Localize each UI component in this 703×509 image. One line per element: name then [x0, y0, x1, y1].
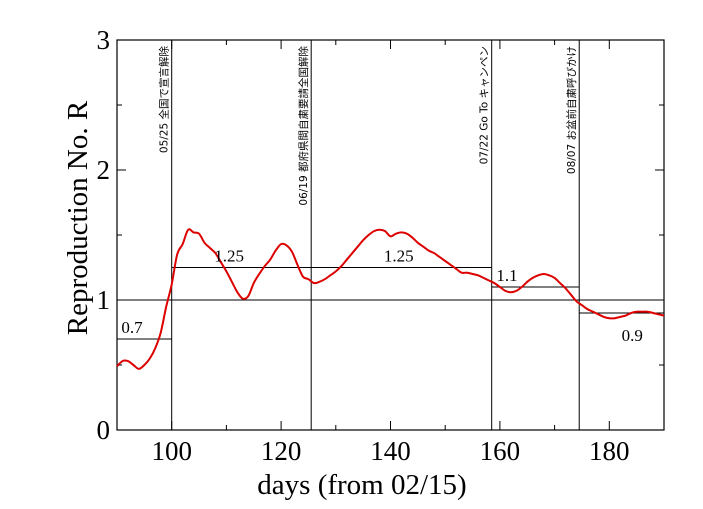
y-tick-label: 3	[97, 25, 111, 55]
x-tick-label: 140	[370, 436, 411, 466]
x-axis-title: days (from 02/15)	[257, 469, 466, 501]
y-tick-label: 0	[97, 415, 111, 445]
segment-labels: 0.7 1.25 1.25 1.1 0.9	[121, 247, 643, 346]
event-lines	[171, 40, 580, 430]
event-label: 07/22 Go To キャンペン	[479, 46, 491, 164]
event-labels: 05/25 全国で宣言解除 06/19 都府県間自粛要請全国解除 07/22 Go …	[158, 46, 579, 206]
series-line	[116, 228, 665, 370]
x-tick-label: 120	[261, 436, 302, 466]
x-tick-label: 100	[151, 436, 192, 466]
segment-label: 0.7	[121, 318, 143, 337]
x-tick-labels: 100 120 140 160 180	[151, 436, 629, 466]
segment-lines	[117, 267, 664, 340]
event-label: 05/25 全国で宣言解除	[158, 46, 171, 154]
segment-label: 1.1	[496, 266, 517, 285]
y-tick-labels: 0 1 2 3	[97, 25, 111, 445]
segment-label: 1.25	[214, 247, 244, 266]
segment-label: 1.25	[384, 247, 414, 266]
segment-label: 0.9	[622, 326, 643, 345]
x-tick-label: 180	[589, 436, 630, 466]
x-tick-label: 160	[480, 436, 521, 466]
event-label: 06/19 都府県間自粛要請全国解除	[297, 46, 310, 206]
y-axis-title: Reproduction No. R	[62, 100, 94, 335]
y-tick-label: 1	[97, 285, 111, 315]
y-tick-label: 2	[97, 155, 111, 185]
event-label: 08/07 お盆前自粛呼びかけ	[565, 46, 578, 174]
